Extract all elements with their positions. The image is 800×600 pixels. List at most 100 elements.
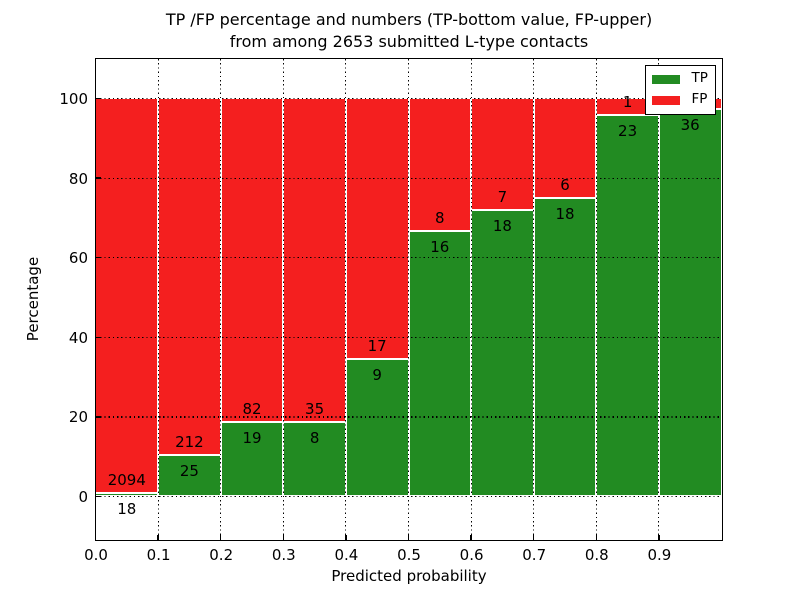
fp-count-label: 35 [305, 400, 325, 419]
y-tick-mark [95, 336, 101, 339]
y-tick-mark [95, 97, 101, 100]
bar-edge-boundary [408, 230, 472, 233]
legend-label: FP [691, 91, 708, 108]
v-gridline [282, 58, 284, 540]
bar-segment-tp [345, 358, 409, 497]
bar-segment-fp [471, 98, 534, 210]
v-gridline [533, 58, 535, 540]
x-tick-label: 0.9 [647, 546, 672, 564]
x-tick-label: 0.7 [522, 546, 547, 564]
x-tick-mark [658, 534, 660, 540]
y-tick-mark [95, 495, 101, 498]
plot-area: 209418212258219358179816718618123136 TPF… [94, 57, 723, 541]
legend-label: TP [691, 70, 708, 87]
bar-segment-fp [596, 98, 659, 116]
v-gridline [595, 58, 597, 540]
bar-segment-tp [408, 231, 472, 497]
bar-segment-fp [158, 98, 221, 455]
y-tick-mark [95, 416, 101, 418]
bar-edge-boundary [158, 453, 221, 456]
legend-swatch-tp [651, 74, 680, 84]
bar-value-labels-layer: 209418212258219358179816718618123136 [96, 59, 722, 540]
x-tick-label: 0.6 [459, 546, 484, 564]
tp-count-label: 9 [372, 365, 382, 384]
bars-layer [95, 59, 722, 540]
v-gridline [220, 58, 222, 540]
bar-segment-fp [345, 98, 409, 359]
bar-edge-boundary [345, 357, 409, 360]
fp-count-label: 2094 [107, 471, 146, 490]
bar-segment-tp [658, 109, 722, 497]
x-tick-label: 0.1 [146, 546, 171, 564]
bar-segment-fp [220, 98, 284, 422]
x-axis-label: Predicted probability [331, 567, 487, 585]
y-tick-mark [95, 177, 101, 179]
tp-count-label: 18 [492, 216, 512, 235]
fp-count-label: 17 [367, 336, 387, 355]
chart-title-line1: TP /FP percentage and numbers (TP-bottom… [165, 10, 653, 29]
legend-entry: TP [651, 69, 708, 90]
legend-entry: FP [651, 90, 708, 111]
x-tick-mark [282, 534, 285, 540]
fp-count-label: 7 [497, 187, 508, 206]
bar-segment-tp [533, 198, 597, 497]
x-tick-mark [219, 534, 222, 540]
bar-edge-boundary [471, 208, 534, 211]
bar-edge-boundary [220, 420, 284, 423]
v-gridline [470, 58, 472, 540]
x-tick-mark [595, 534, 598, 540]
fp-count-label: 1 [622, 93, 633, 112]
x-tick-mark [532, 534, 535, 540]
x-tick-mark [94, 534, 97, 540]
bar-edge-boundary [95, 492, 159, 495]
tp-count-label: 36 [680, 116, 700, 135]
y-tick-mark [95, 256, 101, 259]
x-tick-label: 0.0 [84, 546, 108, 564]
y-tick-label: 100 [59, 90, 88, 108]
x-tick-mark [345, 534, 347, 540]
bar-edge-boundary [283, 421, 346, 424]
chart-title-line2: from among 2653 submitted L-type contact… [229, 32, 589, 51]
fp-count-label: 8 [435, 209, 445, 228]
v-gridline [407, 58, 410, 540]
tp-count-label: 19 [242, 428, 262, 447]
tp-count-label: 16 [430, 238, 450, 257]
bar-segment-fp [533, 98, 597, 198]
y-tick-label: 60 [68, 249, 88, 268]
fp-count-label: 6 [560, 176, 570, 194]
bar-edge-boundary [596, 114, 659, 117]
y-tick-label: 40 [68, 328, 88, 347]
tp-count-label: 25 [179, 461, 199, 480]
y-axis-label: Percentage [24, 256, 42, 342]
tp-count-label: 18 [555, 205, 575, 223]
y-tick-label: 20 [68, 408, 88, 427]
v-gridline [658, 58, 660, 540]
x-tick-mark [470, 534, 472, 540]
tp-count-label: 18 [117, 500, 137, 519]
v-gridline [345, 58, 347, 540]
bar-segment-fp [283, 98, 346, 423]
tp-count-label: 23 [618, 122, 638, 141]
y-tick-label: 80 [68, 169, 88, 188]
bar-segment-tp [158, 454, 221, 497]
bar-segment-fp [95, 98, 159, 494]
fp-count-label: 82 [242, 399, 262, 418]
x-tick-label: 0.4 [334, 546, 359, 564]
tp-count-label: 8 [309, 429, 320, 448]
y-tick-label: 0 [78, 488, 88, 506]
ticks-layer [94, 59, 722, 540]
legend-swatch-fp [651, 95, 680, 105]
x-tick-label: 0.8 [584, 546, 609, 564]
legend: TP FP [644, 64, 716, 115]
x-tick-label: 0.3 [271, 546, 296, 564]
chart-title: TP /FP percentage and numbers (TP-bottom… [96, 9, 722, 53]
bar-segment-tp [283, 422, 346, 497]
bar-segment-fp [408, 98, 472, 232]
fp-count-label: 212 [175, 432, 204, 451]
v-gridline [157, 58, 159, 540]
gridlines-layer [95, 58, 722, 540]
x-tick-label: 0.5 [397, 546, 421, 564]
x-tick-label: 0.2 [209, 546, 234, 564]
x-tick-mark [407, 534, 410, 540]
bar-segment-tp [220, 421, 284, 497]
